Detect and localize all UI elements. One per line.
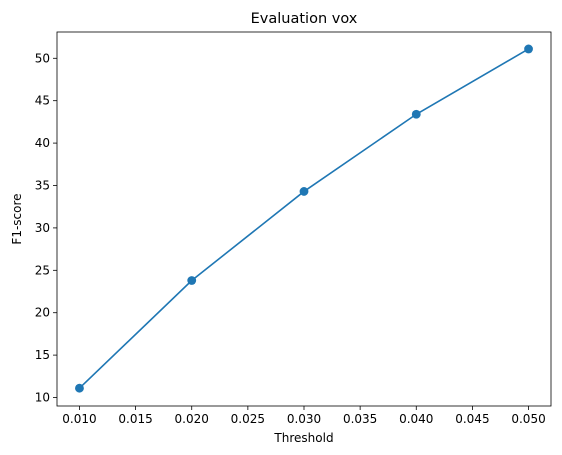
y-tick-label: 20 [35,306,50,320]
y-axis-label: F1-score [10,193,24,244]
data-point [299,187,309,196]
plot-area: 0.010 0.015 0.020 0.025 0.030 0.035 0.040 0.045… [35,31,552,426]
x-tick-label: 0.045 [455,412,489,426]
y-tick-label: 10 [35,391,50,405]
x-tick-label: 0.030 [287,412,321,426]
data-point [411,109,421,119]
chart-title: Evaluation vox [251,11,358,27]
data-point [187,276,197,285]
x-tick-label: 0.015 [118,412,152,426]
x-tick-label: 0.025 [231,412,265,426]
y-tick-label: 45 [35,94,50,108]
y-tick-label: 15 [35,348,50,362]
x-tick-label: 0.035 [343,412,377,426]
y-tick-label: 35 [35,179,50,193]
x-tick-label: 0.040 [399,412,433,426]
x-tick-label: 0.010 [62,412,96,426]
data-point [75,383,84,393]
y-tick-label: 50 [35,51,50,65]
data-point [524,44,533,54]
x-tick-label: 0.020 [175,412,209,426]
x-axis-label: Threshold [273,431,333,445]
x-tick-label: 0.050 [511,412,545,426]
y-tick-label: 25 [35,263,50,277]
y-tick-label: 30 [35,221,50,235]
y-tick-label: 40 [35,136,50,150]
